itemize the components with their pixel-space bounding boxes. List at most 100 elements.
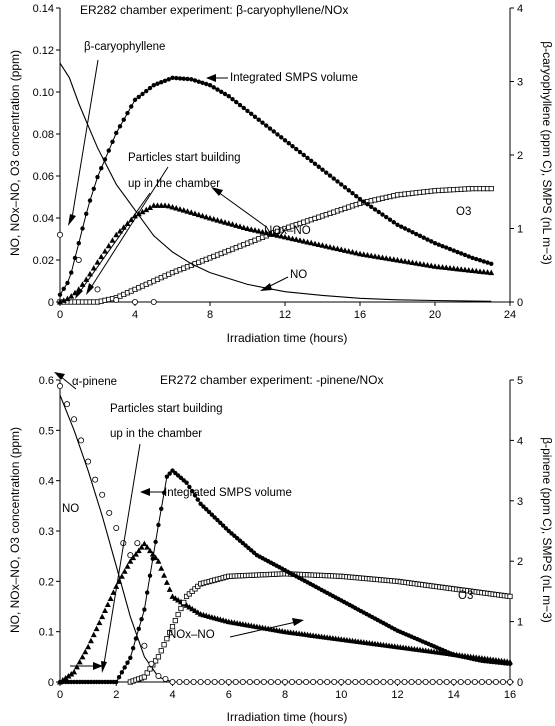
chart1-series-noxno-point: [199, 212, 206, 219]
chart1-series-smps-point: [447, 246, 453, 252]
chart2-arrow-noxno: [229, 621, 297, 638]
chart1-annotation-particles-1: Particles start building: [128, 152, 241, 164]
chart1-series-smps-point: [286, 141, 291, 146]
chart1-series-noxno-point: [90, 264, 97, 271]
chart1-series-noxno-point: [439, 264, 446, 270]
chart1-series-noxno-point: [252, 227, 258, 233]
chart1-series-smps-point: [129, 104, 134, 109]
chart2-series-noxno-point: [130, 554, 137, 561]
chart1-annotation-particles-2: up in the chamber: [128, 178, 220, 190]
chart1-series-smps-point: [65, 280, 70, 286]
chart1-series-noxno-point: [214, 217, 221, 223]
chart1-series-noxno-point: [432, 263, 438, 269]
chart1-series-smps-point: [230, 96, 235, 102]
chart2-series-apinene: [57, 383, 513, 686]
chart1-series-noxno-point: [484, 269, 491, 275]
chart2-series-apinene-point: [267, 679, 274, 686]
chart1-arrow-particles: [78, 192, 151, 294]
chart1-series-smps-point: [294, 146, 299, 152]
chart1-series-smps-point: [357, 196, 363, 202]
chart1-series-smps-point: [301, 152, 306, 158]
chart2-series-noxno-point: [104, 601, 111, 607]
chart1-series-no-point: [131, 298, 138, 305]
chart2-series-apinene-point: [303, 679, 310, 686]
chart2-annotation-smps: Integrated SMPS volume: [164, 487, 292, 499]
chart1-series-smps-point: [440, 243, 445, 249]
chart2-series-apinene-point: [85, 458, 92, 465]
chart2-series-smps: [57, 468, 513, 685]
chart2-series-apinene-point: [253, 679, 260, 686]
chart2-y-axis-label: NO, NOx–NO, O3 concentration (ppm): [8, 427, 22, 633]
chart1-series-noxno-point: [372, 253, 378, 259]
chart2-series-smps-point: [125, 660, 130, 665]
chart1-series-noxno-point: [289, 235, 296, 242]
chart2-series-o3-point: [181, 599, 187, 606]
chart2-annotation-apinene: α-pinene: [72, 376, 117, 388]
chart2-x-tick-label: 4: [169, 689, 175, 701]
chart2-series-apinene-point: [422, 679, 429, 686]
chart1-series-smps-point: [282, 138, 288, 143]
chart2-series-apinene-point: [281, 679, 288, 686]
chart-panel-2: ER272 chamber experiment: -pinene/NOx Ir…: [8, 372, 554, 724]
chart2-x-tick-label: 10: [335, 689, 347, 701]
chart2-series-noxno-point: [192, 607, 198, 614]
chart1-series-noxno-point: [278, 233, 285, 239]
chart1-x-axis-label: Irradiation time (hours): [227, 331, 348, 345]
chart2-series-no-line: [59, 394, 173, 683]
chart1-series-smps-point: [429, 239, 434, 244]
chart1-x-tick-label: 20: [429, 309, 441, 321]
chart2-series-noxno-point: [163, 579, 170, 585]
chart1-series-smps-point: [324, 170, 329, 175]
chart2-series-noxno-point: [62, 674, 69, 681]
chart2-series-noxno-point: [141, 540, 148, 547]
chart2-series-noxno-point: [135, 547, 142, 554]
chart1-series-noxno-point: [98, 253, 105, 260]
chart1-series-noxno-point: [383, 255, 390, 261]
chart1-title: ER282 chamber experiment: β-caryophyllen…: [80, 3, 348, 17]
chart2-series-apinene-point: [274, 679, 281, 686]
chart2-x-tick-label: 2: [113, 689, 119, 701]
chart2-series-smps-point: [150, 556, 156, 561]
chart2-series-apinene-point: [492, 679, 499, 686]
chart1-series-smps-point: [260, 120, 265, 125]
chart1-series-noxno-point: [405, 258, 412, 265]
chart1-series-noxno-point: [338, 246, 345, 252]
chart2-series-noxno-point: [96, 619, 103, 626]
chart2-y-tick-label: 0.2: [39, 576, 54, 588]
chart1-series-noxno-point: [447, 264, 453, 271]
chart1-arrowhead-smps: [206, 74, 216, 82]
chart1-marks: [57, 62, 495, 305]
chart1-series-noxno-point: [165, 202, 172, 209]
chart2-annotation-o3: O3: [458, 590, 473, 602]
chart2-series-apinene-point: [310, 679, 317, 686]
chart1-series-smps-point: [249, 111, 254, 117]
chart1-series-noxno-point: [349, 249, 356, 255]
chart1-series-noxno-point: [319, 242, 326, 248]
chart2-y2-tick-label: 1: [517, 617, 523, 629]
chart1-series-noxno-point: [402, 258, 408, 264]
chart1-series-noxno-point: [300, 238, 307, 244]
chart2-series-noxno-point: [147, 547, 153, 554]
chart1-series-noxno-point: [469, 267, 476, 273]
chart2-series-apinene-point: [78, 437, 85, 444]
chart2-y2-tick-label: 4: [517, 435, 523, 447]
chart2-series-noxno-point: [118, 573, 125, 579]
chart2-series-smps-point: [159, 506, 164, 512]
chart2-series-apinene-point: [169, 679, 176, 686]
chart1-series-noxno-point: [409, 259, 416, 266]
chart1-series-noxno-point: [237, 223, 243, 229]
chart2-x-tick-label: 0: [57, 689, 63, 701]
chart1-series-smps-point: [402, 226, 408, 231]
chart2-series-o3-point: [147, 666, 153, 672]
chart2-series-noxno-point: [102, 607, 108, 614]
chart1-series-smps-point: [207, 82, 213, 88]
chart2-series-noxno-point: [138, 544, 145, 550]
chart2-series-smps-point: [116, 674, 122, 680]
chart1-series-smps-point: [245, 108, 250, 114]
chart1-series-noxno-point: [342, 247, 348, 253]
chart1-series-noxno-point: [184, 208, 191, 214]
chart2-series-o3-point: [155, 654, 162, 660]
chart1-series-noxno-point: [394, 257, 401, 263]
chart1-series-smps-point: [69, 270, 74, 275]
